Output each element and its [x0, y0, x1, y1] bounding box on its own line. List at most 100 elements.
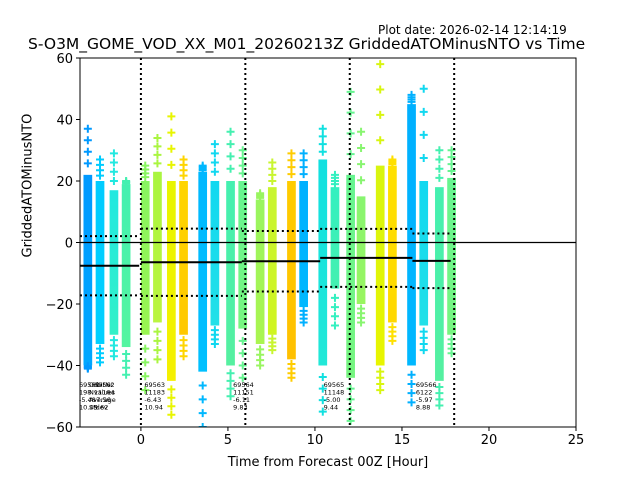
stat-value: 11148 [324, 389, 345, 397]
outlier-point [318, 396, 327, 405]
x-tick-label: 0 [137, 433, 145, 448]
outlier-point [167, 160, 176, 169]
outlier-point [299, 318, 308, 327]
y-tick-label: 20 [56, 175, 73, 190]
outlier-point [330, 321, 339, 330]
outlier-point [419, 346, 428, 355]
outlier-point [109, 352, 118, 361]
outlier-point [141, 161, 150, 170]
outlier-point [435, 401, 444, 410]
y-tick-label: −20 [46, 298, 73, 313]
stat-value: 11183 [144, 389, 165, 397]
plot-area [80, 58, 576, 427]
outlier-point [210, 140, 219, 149]
stat-value: 10.45 [79, 404, 98, 412]
outlier-point [167, 144, 176, 153]
outlier-point [318, 140, 327, 149]
outlier-point [318, 124, 327, 133]
data-band [153, 171, 162, 323]
outlier-point [83, 147, 92, 156]
outlier-point [287, 156, 296, 165]
outlier-point [357, 127, 366, 136]
outlier-point [153, 327, 162, 336]
outlier-point [198, 409, 207, 418]
y-tick-label: 40 [56, 114, 73, 129]
outlier-point [238, 146, 247, 155]
outlier-point [141, 372, 150, 381]
outlier-point [357, 143, 366, 152]
outlier-point [83, 124, 92, 133]
outlier-point [226, 152, 235, 161]
outlier-point [357, 176, 366, 185]
outlier-point [226, 369, 235, 378]
data-band [356, 196, 366, 304]
outlier-point [153, 133, 162, 142]
outlier-point [153, 159, 162, 168]
stat-label: OrbitNr [89, 381, 113, 389]
outlier-point [299, 149, 308, 158]
data-band [407, 104, 416, 366]
outlier-point [376, 110, 385, 119]
outlier-point [210, 167, 219, 176]
outlier-point [447, 146, 456, 155]
outlier-point [419, 84, 428, 93]
stat-value: 6122 [416, 389, 433, 397]
outlier-point [238, 161, 247, 170]
outlier-point [376, 60, 385, 69]
outlier-point [299, 163, 308, 172]
outlier-point [122, 370, 131, 379]
outlier-point [346, 406, 355, 415]
outlier-point [226, 164, 235, 173]
outlier-point [226, 384, 235, 393]
outlier-point [238, 373, 247, 382]
data-band [435, 187, 444, 381]
axes: OrbitNrNvaluesAverageStdev69560198-5.481… [46, 52, 585, 448]
stat-value: -5.48 [79, 396, 96, 404]
data-band [255, 199, 265, 344]
outlier-point [96, 358, 105, 367]
outlier-point [141, 386, 150, 395]
data-band [287, 181, 296, 360]
stat-value: 69560 [79, 381, 100, 389]
outlier-point [122, 349, 131, 358]
outlier-point [198, 161, 207, 170]
y-tick-label: −40 [46, 360, 73, 375]
outlier-point [141, 358, 150, 367]
y-tick-label: −60 [46, 421, 73, 436]
stat-value: -6.11 [233, 396, 250, 404]
outlier-point [167, 112, 176, 121]
data-band [419, 181, 429, 326]
outlier-point [167, 393, 176, 402]
outlier-point [268, 346, 277, 355]
data-band [140, 181, 150, 335]
x-tick-label: 5 [224, 433, 232, 448]
outlier-point [153, 142, 162, 151]
outlier-point [83, 159, 92, 168]
outlier-point [330, 312, 339, 321]
data-band [318, 159, 328, 366]
outlier-point [287, 170, 296, 179]
outlier-point [299, 156, 308, 165]
data-band [198, 171, 208, 372]
outlier-point [330, 303, 339, 312]
outlier-point [407, 370, 416, 379]
stat-value: 69563 [144, 381, 165, 389]
outlier-point [238, 336, 247, 345]
outlier-point [226, 127, 235, 136]
outlier-point [407, 389, 416, 398]
outlier-point [210, 339, 219, 348]
x-axis-label: Time from Forecast 00Z [Hour] [227, 455, 429, 470]
outlier-point [268, 158, 277, 167]
stat-value: 69564 [233, 381, 254, 389]
outlier-point [167, 402, 176, 411]
data-band [330, 187, 340, 289]
stat-value: 11151 [233, 389, 254, 397]
data-band [179, 181, 188, 335]
outlier-point [122, 363, 131, 372]
outlier-point [407, 90, 416, 99]
outlier-point [210, 158, 219, 167]
outlier-point [109, 167, 118, 176]
outlier-point [299, 170, 308, 179]
stat-value: 11164 [94, 389, 115, 397]
